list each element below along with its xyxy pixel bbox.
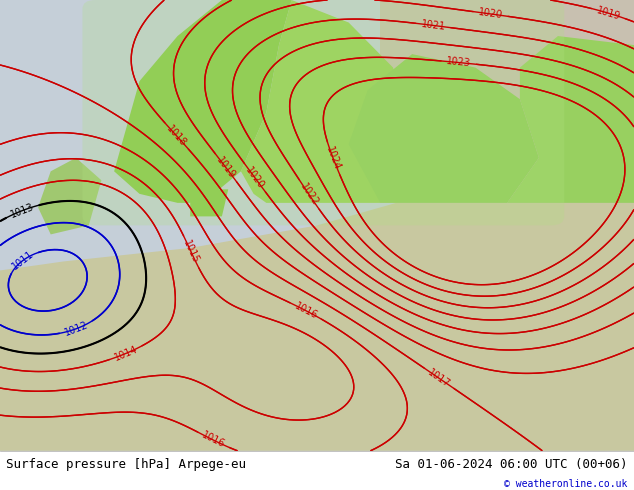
Polygon shape xyxy=(349,54,539,203)
Text: 1012: 1012 xyxy=(63,319,90,338)
Text: © weatheronline.co.uk: © weatheronline.co.uk xyxy=(504,479,628,489)
Text: 1023: 1023 xyxy=(446,56,472,69)
FancyBboxPatch shape xyxy=(82,0,564,225)
Text: 1017: 1017 xyxy=(426,367,452,390)
Text: Surface pressure [hPa] Arpege-eu: Surface pressure [hPa] Arpege-eu xyxy=(6,458,247,471)
Text: Sa 01-06-2024 06:00 UTC (00+06): Sa 01-06-2024 06:00 UTC (00+06) xyxy=(395,458,628,471)
Polygon shape xyxy=(241,0,412,203)
Polygon shape xyxy=(380,0,634,203)
Polygon shape xyxy=(190,189,228,217)
Polygon shape xyxy=(114,0,292,203)
Text: 1020: 1020 xyxy=(243,165,266,191)
Text: 1024: 1024 xyxy=(324,146,342,172)
Text: 1013: 1013 xyxy=(9,201,36,220)
Text: 1015: 1015 xyxy=(181,239,201,265)
Polygon shape xyxy=(507,36,634,203)
Text: 1019: 1019 xyxy=(214,155,237,180)
Polygon shape xyxy=(0,180,634,451)
Text: 1011: 1011 xyxy=(10,249,36,272)
Text: 1019: 1019 xyxy=(595,5,622,22)
Text: 1018: 1018 xyxy=(165,123,188,148)
Text: 1022: 1022 xyxy=(298,181,320,208)
Text: 1021: 1021 xyxy=(420,19,446,32)
Polygon shape xyxy=(38,158,101,234)
Text: 1020: 1020 xyxy=(478,7,503,21)
Text: 1014: 1014 xyxy=(113,344,139,363)
Text: 1016: 1016 xyxy=(200,430,227,450)
Text: 1016: 1016 xyxy=(293,300,319,321)
